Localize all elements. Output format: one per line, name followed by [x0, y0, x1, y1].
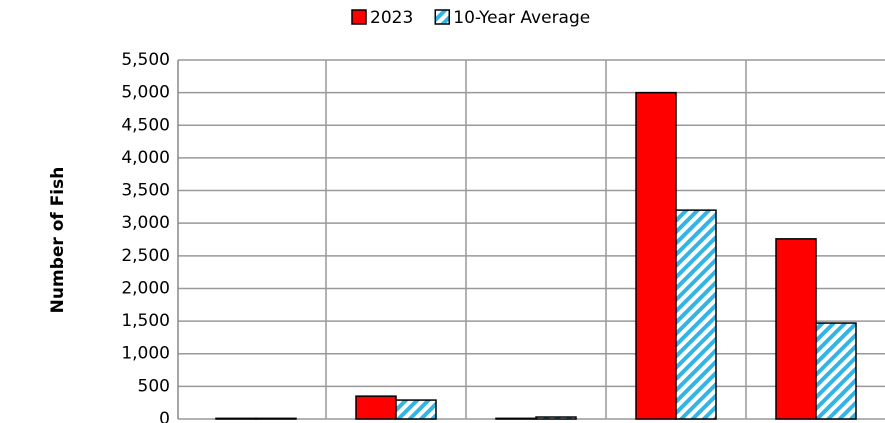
y-tick-label: 1,000 — [121, 344, 170, 364]
y-axis-label: Number of Fish — [48, 167, 68, 314]
y-tick-label: 2,500 — [121, 246, 170, 266]
bar — [355, 395, 397, 420]
bar — [495, 417, 537, 420]
bar — [635, 91, 677, 420]
y-tick-label: 0 — [159, 409, 170, 423]
bar — [535, 416, 577, 420]
y-tick-label: 5,000 — [121, 83, 170, 103]
y-tick-label: 3,500 — [121, 181, 170, 201]
bar — [675, 209, 717, 420]
bar — [215, 417, 257, 420]
y-tick-label: 3,000 — [121, 213, 170, 233]
y-tick-label: 5,500 — [121, 50, 170, 70]
bar — [775, 238, 817, 420]
bar — [255, 417, 297, 420]
legend-swatch — [351, 9, 367, 25]
y-tick-label: 2,000 — [121, 278, 170, 298]
y-tick-label: 1,500 — [121, 311, 170, 331]
legend-label: 2023 — [370, 8, 413, 28]
legend-label: 10-Year Average — [453, 8, 590, 28]
bar — [395, 399, 437, 420]
y-tick-label: 500 — [138, 376, 170, 396]
y-tick-label: 4,000 — [121, 148, 170, 168]
legend-swatch — [434, 9, 451, 25]
bar — [815, 322, 857, 420]
y-tick-label: 4,500 — [121, 115, 170, 135]
